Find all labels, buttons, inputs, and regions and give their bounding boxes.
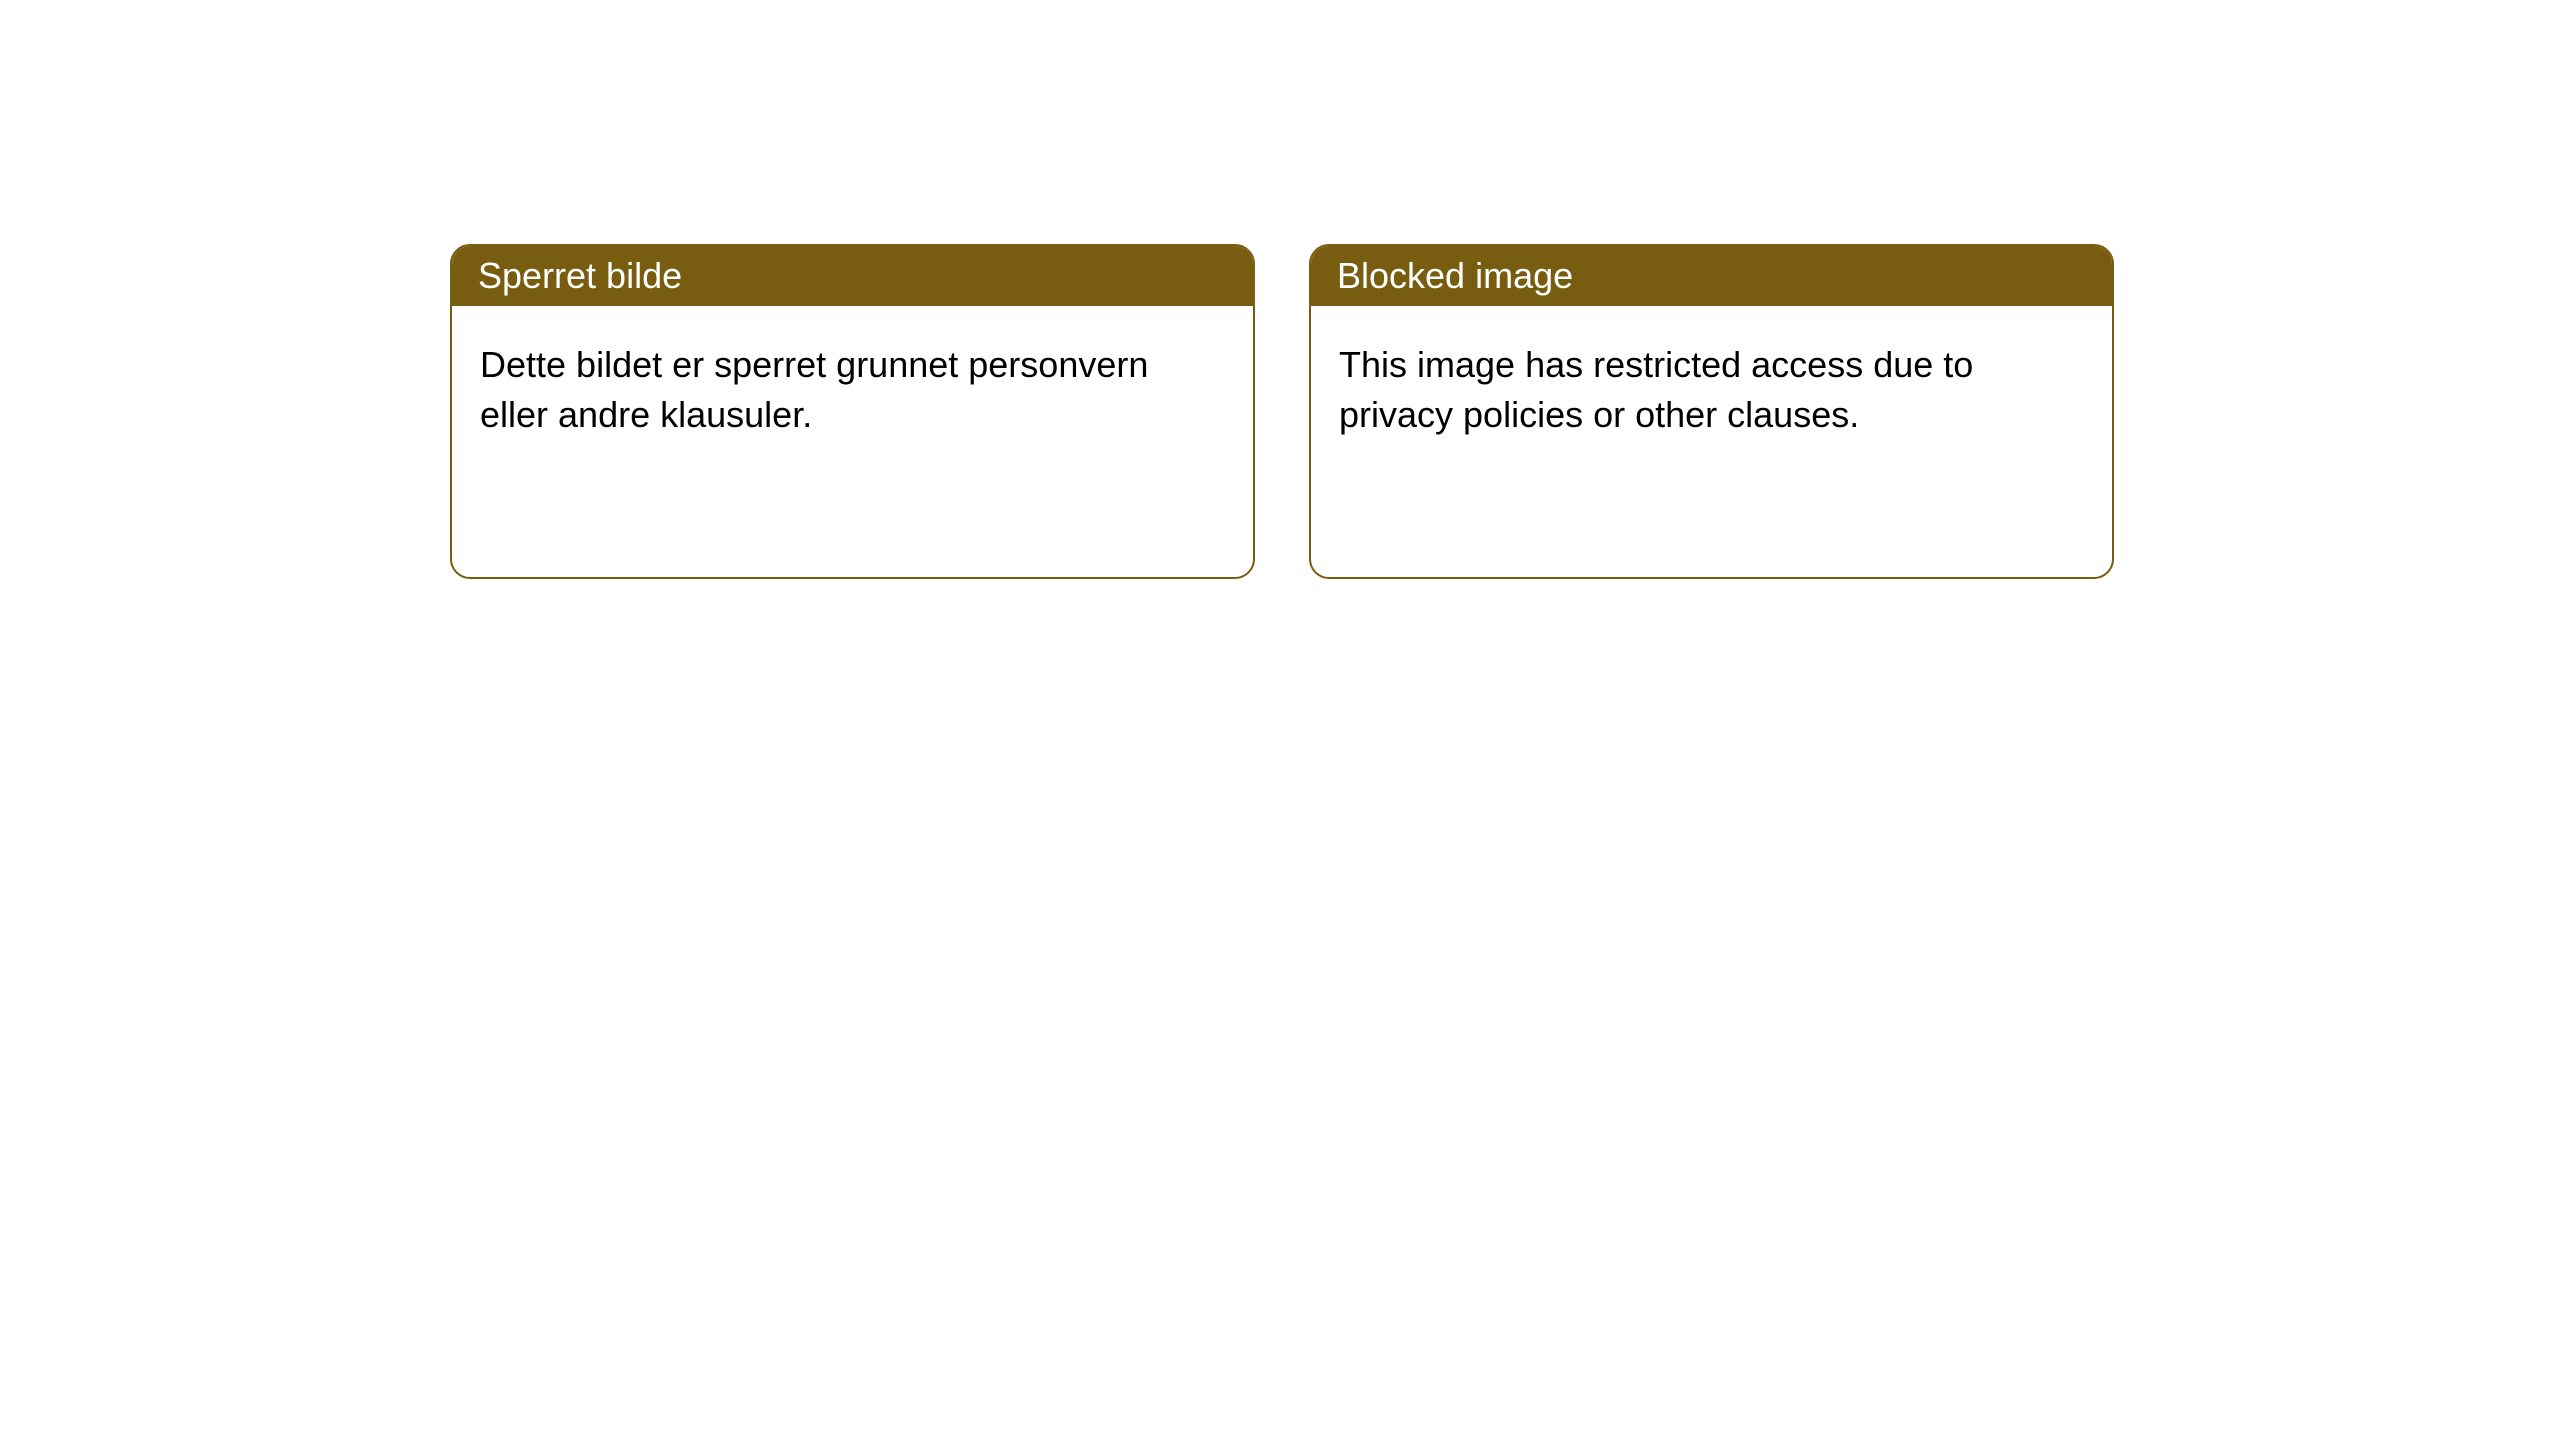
card-body: Dette bildet er sperret grunnet personve…: [452, 306, 1253, 475]
card-title: Blocked image: [1337, 255, 1573, 297]
notice-card-norwegian: Sperret bilde Dette bildet er sperret gr…: [450, 244, 1255, 579]
card-body-text: Dette bildet er sperret grunnet personve…: [480, 344, 1148, 435]
card-body-text: This image has restricted access due to …: [1339, 344, 1973, 435]
card-body: This image has restricted access due to …: [1311, 306, 2112, 475]
notice-cards-container: Sperret bilde Dette bildet er sperret gr…: [450, 244, 2114, 579]
card-header: Sperret bilde: [452, 246, 1253, 306]
notice-card-english: Blocked image This image has restricted …: [1309, 244, 2114, 579]
card-title: Sperret bilde: [478, 255, 682, 297]
card-header: Blocked image: [1311, 246, 2112, 306]
